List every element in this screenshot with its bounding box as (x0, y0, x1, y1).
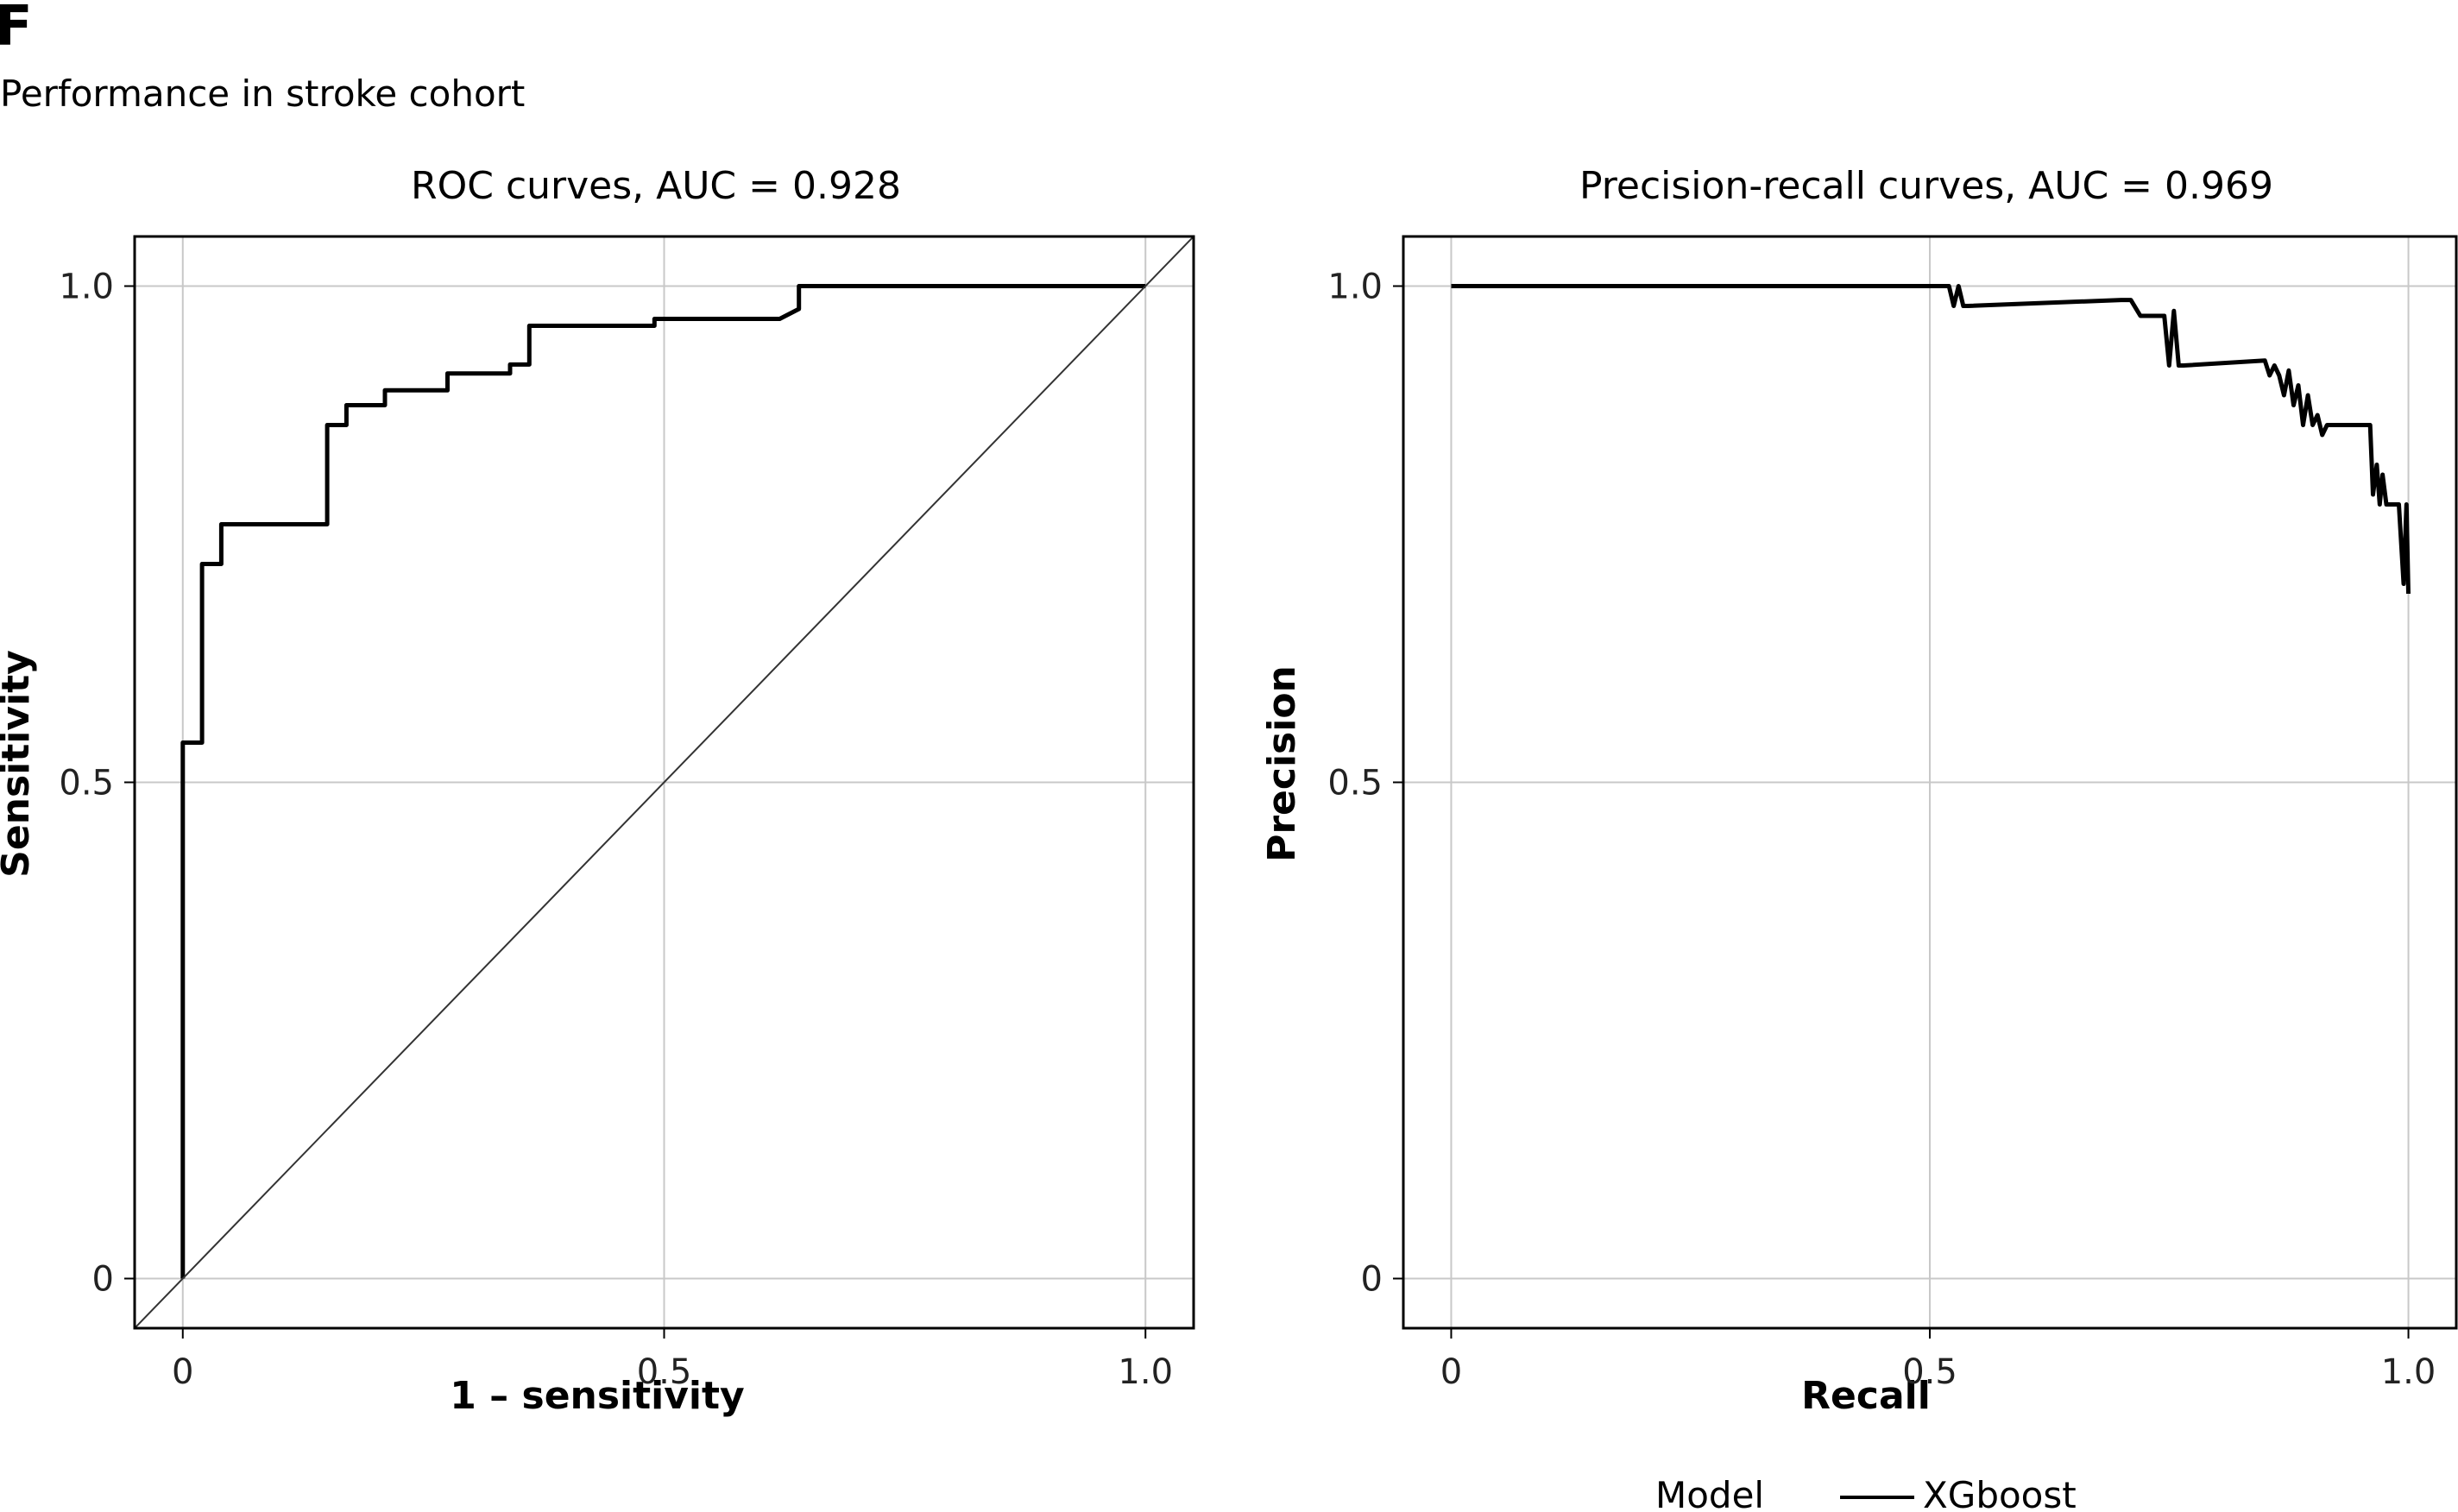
pr-panel: Precision-recall curves, AUC = 0.969 Rec… (1260, 164, 2458, 1418)
roc-y-tick-label-2: 1.0 (59, 268, 114, 307)
pr-y-axis-label: Precision (1260, 665, 1304, 862)
pr-plot-frame (1402, 235, 2458, 1330)
pr-x-tick-label-2: 1.0 (2381, 1352, 2436, 1392)
pr-y-tick-label-2: 1.0 (1327, 268, 1383, 307)
pr-x-axis-label: Recall (1801, 1374, 1931, 1418)
pr-x-tick-label-0: 0 (1440, 1352, 1462, 1392)
roc-x-tick-label-1: 0.5 (637, 1352, 692, 1392)
pr-series-xgboost (1451, 284, 2411, 595)
roc-x-tick-label-0: 0 (172, 1352, 193, 1392)
panel-letter: F (0, 0, 33, 59)
roc-x-tick-label-2: 1.0 (1118, 1352, 1173, 1392)
roc-y-tick-label-0: 0 (92, 1260, 114, 1300)
pr-y-tick-label-1: 0.5 (1327, 764, 1383, 803)
legend: Model XGboost (1655, 1474, 2077, 1512)
roc-title: ROC curves, AUC = 0.928 (411, 164, 901, 208)
legend-item-xgboost: XGboost (1923, 1474, 2077, 1512)
roc-x-axis-label: 1 – sensitivity (450, 1374, 744, 1418)
roc-y-axis-label: Sensitivity (0, 650, 38, 878)
roc-panel: ROC curves, AUC = 0.928 1 – sensitivity … (0, 164, 1195, 1418)
pr-title: Precision-recall curves, AUC = 0.969 (1579, 164, 2273, 208)
pr-y-tick-label-0: 0 (1361, 1260, 1383, 1300)
figure-subtitle: Performance in stroke cohort (0, 72, 525, 115)
pr-x-tick-label-1: 0.5 (1902, 1352, 1957, 1392)
roc-y-tick-label-1: 0.5 (59, 764, 114, 803)
roc-reference-diagonal (135, 236, 1194, 1328)
roc-series-xgboost (180, 284, 1146, 1279)
legend-title: Model (1655, 1474, 1764, 1512)
roc-plot-frame (133, 235, 1195, 1330)
